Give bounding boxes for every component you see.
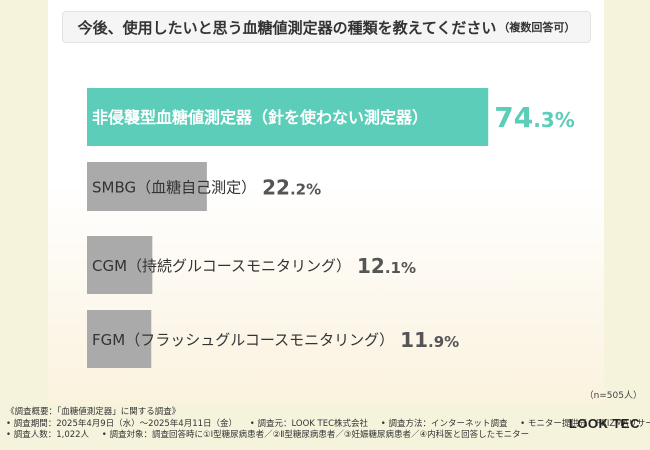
footer-source: • 調査元：LOOK TEC株式会社 xyxy=(249,418,369,429)
value-label-1: 74.3% xyxy=(494,101,575,134)
footer-period: • 調査期間：2025年4月9日（水）〜2025年4月11日（金） xyxy=(6,418,238,429)
category-label-3: CGM（持続グルコースモニタリング） xyxy=(92,257,351,275)
chart-title: 今後、使用したいと思う血糖値測定器の種類を教えてください （複数回答可） xyxy=(62,11,591,43)
look-tec-logo: LOOK TEC xyxy=(568,416,640,431)
footer-count: • 調査人数：1,022人 xyxy=(6,430,90,440)
survey-footer: 《調査概要：「血糖値測定器」に関する調査》 • 調査期間：2025年4月9日（水… xyxy=(6,407,650,442)
footer-row-3: • 調査人数：1,022人 • 調査対象：調査回答時に①Ⅰ型糖尿病患者／②Ⅱ型糖… xyxy=(6,430,646,442)
category-label-1: 非侵襲型血糖値測定器（針を使わない測定器） xyxy=(92,108,428,127)
bar-4 xyxy=(87,310,152,368)
bar-3 xyxy=(87,236,153,294)
footer-method: • 調査方法：インターネット調査 xyxy=(380,418,508,429)
chart-title-main: 今後、使用したいと思う血糖値測定器の種類を教えてください xyxy=(77,18,497,37)
category-label-4: FGM（フラッシュグルコースモニタリング） xyxy=(92,331,394,349)
sample-size-label: （n=505人） xyxy=(584,391,642,401)
chart-title-suffix: （複数回答可） xyxy=(498,21,576,34)
footer-row-2: • 調査期間：2025年4月9日（水）〜2025年4月11日（金） • 調査元：… xyxy=(6,418,650,431)
bar-1 xyxy=(87,88,489,146)
value-label-2: 22.2% xyxy=(262,176,321,200)
category-label-2: SMBG（血糖自己測定） xyxy=(92,179,256,197)
value-label-4: 11.9% xyxy=(400,328,459,352)
bar-2 xyxy=(87,162,207,211)
footer-heading: 《調査概要：「血糖値測定器」に関する調査》 xyxy=(6,407,181,417)
footer-provider: • モニター提供元：PRIZMAリサーチ xyxy=(520,418,650,429)
footer-target: • 調査対象：調査回答時に①Ⅰ型糖尿病患者／②Ⅱ型糖尿病患者／③妊娠糖尿病患者／… xyxy=(101,430,530,440)
value-label-3: 12.1% xyxy=(357,254,416,278)
